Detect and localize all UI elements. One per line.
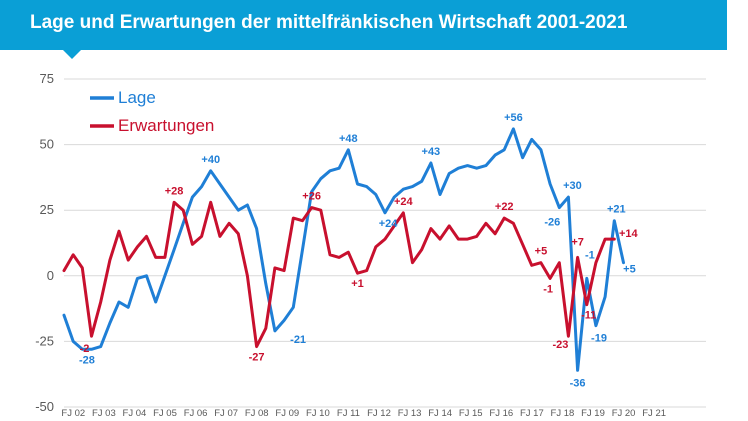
y-tick-label: -25	[35, 333, 54, 348]
data-label: -21	[290, 334, 306, 346]
x-tick-label: FJ 03	[92, 408, 116, 419]
data-label: -28	[79, 354, 95, 366]
x-tick-label: FJ 07	[214, 408, 238, 419]
x-tick-label: FJ 18	[551, 408, 575, 419]
x-axis: FJ 02 FJ 03 FJ 04 FJ 05 FJ 06 FJ 07 FJ 08 FJ 09…	[61, 408, 666, 419]
data-label: +40	[201, 154, 220, 166]
x-tick-label: FJ 15	[459, 408, 483, 419]
data-label: +5	[623, 264, 636, 276]
legend: Lage Erwartungen	[90, 88, 214, 135]
title-notch	[63, 50, 81, 59]
data-label: +48	[339, 133, 358, 145]
data-label: -1	[585, 249, 595, 261]
data-label: +1	[351, 278, 364, 290]
data-label: +43	[422, 146, 441, 158]
legend-label: Erwartungen	[118, 116, 214, 135]
data-label: -1	[543, 283, 553, 295]
x-tick-label: FJ 14	[428, 408, 452, 419]
x-tick-label: FJ 06	[184, 408, 208, 419]
data-label: +7	[571, 236, 584, 248]
y-axis: -50 -25 0 25 50 75	[35, 71, 54, 414]
data-label: +5	[535, 246, 548, 258]
data-label: -36	[570, 377, 586, 389]
data-label: -11	[581, 310, 596, 322]
x-tick-label: FJ 16	[489, 408, 513, 419]
data-labels: -28 +40 -21 +48 +24 +43 +56 +30 -26 -36 -1 -19 +21 +5…	[79, 112, 639, 389]
data-label: -19	[591, 333, 607, 345]
y-tick-label: 25	[40, 202, 54, 217]
data-label: -26	[544, 217, 560, 229]
y-tick-label: 75	[40, 71, 54, 86]
data-label: +21	[607, 204, 626, 216]
data-label: +24	[379, 218, 399, 230]
y-tick-label: 50	[40, 137, 54, 152]
y-tick-label: -50	[35, 399, 54, 414]
x-tick-label: FJ 12	[367, 408, 391, 419]
x-tick-label: FJ 08	[245, 408, 269, 419]
x-tick-label: FJ 09	[275, 408, 299, 419]
data-label: +26	[302, 191, 321, 203]
data-label: -23	[552, 339, 568, 351]
x-tick-label: FJ 05	[153, 408, 177, 419]
data-label: -2	[80, 343, 90, 355]
y-tick-label: 0	[47, 268, 54, 283]
x-tick-label: FJ 21	[642, 408, 666, 419]
series-line-erwartungen	[62, 200, 616, 349]
data-label: +22	[495, 201, 514, 213]
x-tick-label: FJ 11	[337, 408, 360, 419]
series-lines	[62, 127, 625, 372]
chart-title: Lage und Erwartungen der mittelfränkisch…	[30, 12, 628, 33]
data-label: +28	[165, 185, 184, 197]
x-tick-label: FJ 19	[581, 408, 605, 419]
data-label: +30	[563, 180, 582, 192]
data-label: +14	[619, 228, 639, 240]
legend-label: Lage	[118, 88, 156, 107]
x-tick-label: FJ 20	[612, 408, 636, 419]
data-label: +24	[394, 196, 414, 208]
data-label: -27	[249, 352, 265, 364]
title-bar	[0, 0, 727, 50]
data-label: +56	[504, 112, 523, 124]
x-tick-label: FJ 10	[306, 408, 330, 419]
x-tick-label: FJ 02	[61, 408, 85, 419]
x-tick-label: FJ 13	[398, 408, 422, 419]
x-tick-label: FJ 04	[123, 408, 147, 419]
series-line-lage	[62, 127, 625, 372]
x-tick-label: FJ 17	[520, 408, 544, 419]
